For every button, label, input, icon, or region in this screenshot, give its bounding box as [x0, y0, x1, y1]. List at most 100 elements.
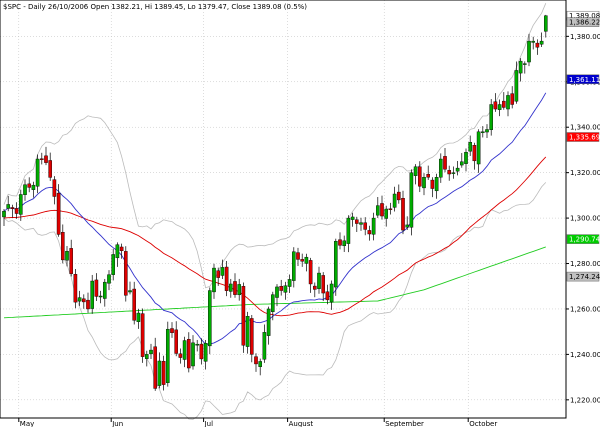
candle-body [434, 176, 439, 192]
candle-body [271, 294, 275, 312]
candle-body [493, 101, 498, 110]
candle-body [258, 361, 263, 367]
candle-body [392, 193, 397, 208]
candle-body [317, 272, 321, 289]
candle-body [48, 160, 52, 178]
candle-body [531, 40, 535, 43]
candle-body [397, 191, 401, 201]
candle-body [245, 316, 250, 347]
candle-body [203, 343, 208, 362]
candle-body [338, 239, 342, 246]
candle-body [81, 298, 86, 303]
candle-body [455, 167, 460, 172]
candle-body [283, 285, 288, 293]
candle-body [371, 217, 376, 235]
candle-body [460, 161, 464, 166]
price-tag-box [566, 132, 600, 142]
candle-body [157, 360, 162, 386]
candle-body [52, 179, 57, 197]
candle-body [27, 183, 32, 188]
candle-body [249, 318, 254, 355]
candle-body [287, 279, 292, 287]
candle-body [254, 356, 258, 365]
candle-body [212, 267, 216, 293]
candle-body [481, 131, 485, 133]
candle-body [140, 313, 145, 357]
candle-body [485, 129, 489, 133]
candle-body [346, 217, 351, 244]
bollinger-lower-line [3, 182, 547, 420]
candle-body [510, 93, 515, 105]
candle-body [350, 216, 355, 220]
candle-body [401, 198, 405, 231]
candle-body [10, 207, 15, 209]
candle-body [376, 205, 380, 216]
price-tag-label: 1,290.74 [569, 236, 600, 244]
chart-header: $SPC - Daily 26/10/2006 Open 1382.21, Hi… [3, 3, 307, 11]
candle-body [40, 158, 44, 160]
bollinger-bands [3, 3, 547, 420]
candle-body [153, 346, 158, 389]
candle-body [325, 291, 330, 301]
candle-body [468, 142, 473, 152]
candle-body [523, 63, 527, 65]
candle-body [174, 329, 179, 354]
candle-body [128, 290, 132, 293]
y-tick-label: 1,260.00 [570, 305, 600, 313]
x-tick-label: May [20, 420, 34, 427]
y-tick-label: 1,220.00 [570, 396, 600, 404]
candle-body [275, 286, 279, 298]
x-tick-label: Jul [204, 420, 214, 427]
candle-body [447, 170, 452, 175]
candle-body [228, 283, 233, 292]
price-tag-box [566, 17, 600, 27]
candle-body [413, 166, 418, 176]
candle-body [506, 95, 510, 110]
candle-body [195, 343, 200, 346]
candle-body [144, 354, 149, 359]
candle-body [367, 230, 372, 235]
candle-body [207, 290, 212, 347]
candle-body [266, 308, 271, 336]
candle-body [476, 131, 481, 165]
price-tag-box [566, 74, 600, 85]
candle-body [296, 252, 300, 260]
candle-body [14, 208, 19, 214]
candle-body [426, 174, 431, 178]
price-tag-label: 1,389.08 [569, 12, 600, 20]
candle-body [342, 240, 347, 247]
candle-body [98, 295, 103, 298]
candle-body [321, 275, 326, 294]
candle-body [35, 158, 40, 187]
candle-body [472, 145, 477, 162]
candle-body [115, 244, 120, 259]
candle-body [518, 60, 523, 74]
candle-body [61, 232, 65, 261]
candle-body [233, 281, 237, 295]
candle-body [44, 155, 48, 163]
candle-body [422, 176, 426, 189]
bollinger-upper-line [3, 3, 547, 289]
y-tick-label: 1,240.00 [570, 351, 600, 359]
candle-body [262, 332, 267, 360]
candle-body [161, 360, 166, 385]
y-tick-label: 1,280.00 [570, 260, 600, 268]
candle-body [6, 204, 10, 209]
candle-body [77, 297, 82, 302]
candle-body [539, 40, 544, 45]
candle-body [241, 286, 246, 346]
candle-body [363, 222, 368, 230]
candle-body [73, 273, 78, 303]
candlesticks [2, 14, 548, 391]
candle-body [65, 251, 69, 261]
ma200-line [3, 246, 546, 319]
candle-body [23, 184, 27, 195]
x-tick-label: August [289, 420, 314, 427]
candle-body [216, 270, 221, 278]
x-tick-label: October [469, 420, 497, 427]
candle-body [94, 279, 99, 297]
candle-body [178, 353, 183, 358]
candle-body [489, 104, 494, 130]
